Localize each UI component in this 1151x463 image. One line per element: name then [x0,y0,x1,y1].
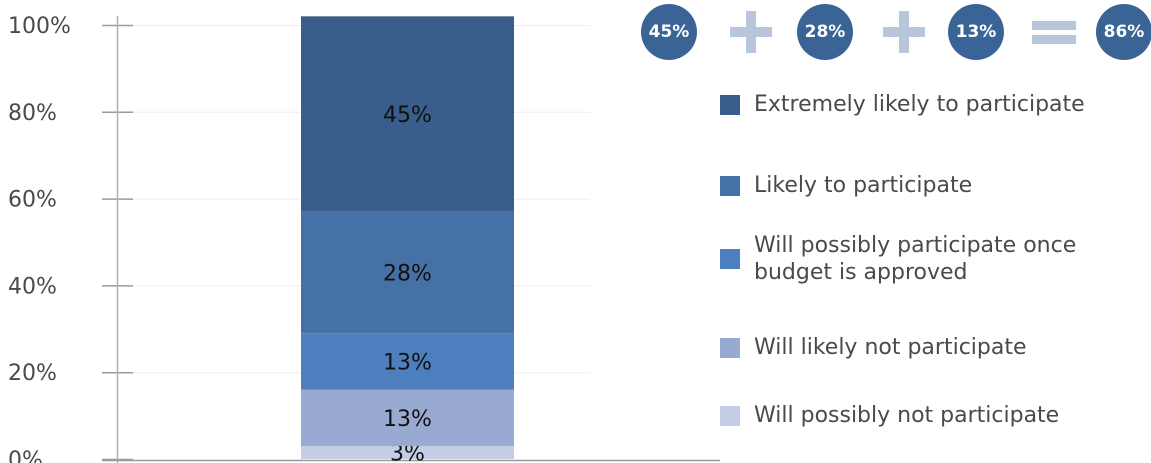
legend-swatch [720,175,740,196]
y-tick-label: 20% [8,361,57,386]
sum-equation: 45% 28% 13% 86% [0,0,1151,70]
plus-icon [723,4,779,60]
legend-swatch [720,249,740,269]
data-label: 28% [383,261,432,286]
legend: Extremely likely to participate Likely t… [720,0,1151,463]
total-bubble: 86% [1096,4,1151,60]
term-bubble-2: 28% [797,4,853,60]
legend-label: Extremely likely to participate [754,92,1085,117]
equals-icon [1026,4,1082,60]
stacked-bar-chart: 0% 20% 40% 60% 80% 100% 3% 13% 13% 28% 45% [8,14,720,463]
term-bubble-3: 13% [948,4,1004,60]
legend-item-extremely-likely: Extremely likely to participate [720,91,1085,118]
legend-label: Will possibly not participate [754,403,1060,428]
data-label: 13% [383,350,432,375]
legend-swatch [720,337,740,358]
bar-segment [301,16,514,212]
legend-label: Will likely not participate [754,335,1027,360]
y-tick-label: 100% [8,14,71,39]
legend-item-likely-not: Will likely not participate [720,334,1027,361]
data-label: 3% [390,441,425,463]
legend-item-possibly-participate: Will possibly participate once budget is… [720,232,1140,286]
y-tick-label: 60% [8,188,57,213]
legend-label: Likely to participate [754,173,973,198]
legend-item-possibly-not: Will possibly not participate [720,402,1059,429]
legend-swatch [720,405,740,426]
bar-segment [301,333,514,390]
legend-swatch [720,94,740,115]
term-bubble-1: 45% [641,4,697,60]
bar-segment [301,211,514,334]
plus-icon [876,4,932,60]
data-label: 13% [383,407,432,432]
y-tick-label: 0% [8,448,43,463]
legend-item-likely: Likely to participate [720,172,972,199]
bar-segment [301,445,514,459]
y-tick-label: 40% [8,274,57,299]
legend-label: Will possibly participate once budget is… [754,233,1077,285]
data-label: 45% [383,103,432,128]
y-tick-label: 80% [8,101,57,126]
bar-segment [301,389,514,446]
